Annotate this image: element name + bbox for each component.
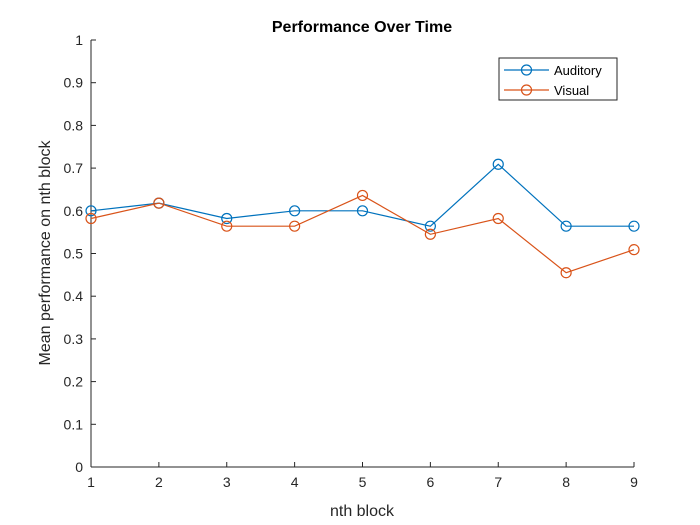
x-tick-label: 7 bbox=[494, 474, 502, 490]
y-axis-label: Mean performance on nth block bbox=[37, 139, 54, 365]
data-point-auditory bbox=[492, 158, 504, 170]
series-line-visual bbox=[90, 194, 635, 274]
legend-label-auditory: Auditory bbox=[554, 63, 602, 78]
legend-marker-auditory bbox=[520, 64, 533, 76]
x-axis-label: nth block bbox=[330, 503, 395, 520]
chart-title: Performance Over Time bbox=[272, 19, 452, 36]
data-point-visual bbox=[628, 244, 640, 256]
data-point-visual bbox=[560, 267, 572, 279]
legend-box bbox=[498, 57, 618, 101]
data-point-auditory bbox=[289, 205, 301, 217]
y-tick-label: 0.9 bbox=[64, 75, 84, 91]
y-tick-label: 0.5 bbox=[64, 246, 84, 262]
x-tick-label: 5 bbox=[359, 474, 367, 490]
x-tick-label: 8 bbox=[562, 474, 570, 490]
y-tick-label: 0.6 bbox=[64, 203, 84, 219]
data-point-auditory bbox=[85, 205, 97, 217]
x-tick-label: 9 bbox=[630, 474, 638, 490]
data-point-auditory bbox=[424, 220, 436, 232]
x-tick-label: 1 bbox=[87, 474, 95, 490]
legend-marker-visual bbox=[520, 84, 533, 96]
y-tick-label: 0.8 bbox=[64, 117, 84, 133]
data-point-visual bbox=[492, 212, 504, 225]
x-tick-label: 6 bbox=[426, 474, 434, 490]
x-tick-label: 4 bbox=[291, 474, 299, 490]
x-tick-label: 3 bbox=[223, 474, 231, 490]
data-point-visual bbox=[153, 197, 165, 209]
data-point-auditory bbox=[628, 220, 640, 232]
data-point-visual bbox=[424, 228, 436, 240]
y-tick-label: 0 bbox=[75, 459, 83, 475]
data-point-visual bbox=[221, 220, 233, 232]
x-tick-label: 2 bbox=[155, 474, 163, 490]
data-point-auditory bbox=[356, 205, 369, 217]
legend: Auditory Visual bbox=[498, 57, 618, 101]
data-point-visual bbox=[289, 220, 301, 232]
y-tick-label: 0.2 bbox=[64, 374, 84, 390]
series-line-auditory bbox=[90, 163, 634, 227]
y-tick-label: 0.1 bbox=[64, 416, 84, 432]
y-tick-label: 0.7 bbox=[64, 160, 84, 176]
plot-area: 1 2 3 4 5 6 7 8 9 0 0.1 0.2 0.3 0.4 0.5 0.6 0.7 0.8 0.9 1 bbox=[64, 32, 640, 490]
y-tick-label: 0.3 bbox=[64, 331, 84, 347]
data-point-auditory bbox=[560, 220, 572, 232]
legend-label-visual: Visual bbox=[554, 83, 589, 98]
data-point-visual bbox=[356, 189, 369, 202]
y-tick-label: 1 bbox=[75, 32, 83, 48]
data-point-visual bbox=[85, 212, 97, 225]
y-tick-label: 0.4 bbox=[64, 288, 84, 304]
data-point-auditory bbox=[221, 212, 233, 225]
